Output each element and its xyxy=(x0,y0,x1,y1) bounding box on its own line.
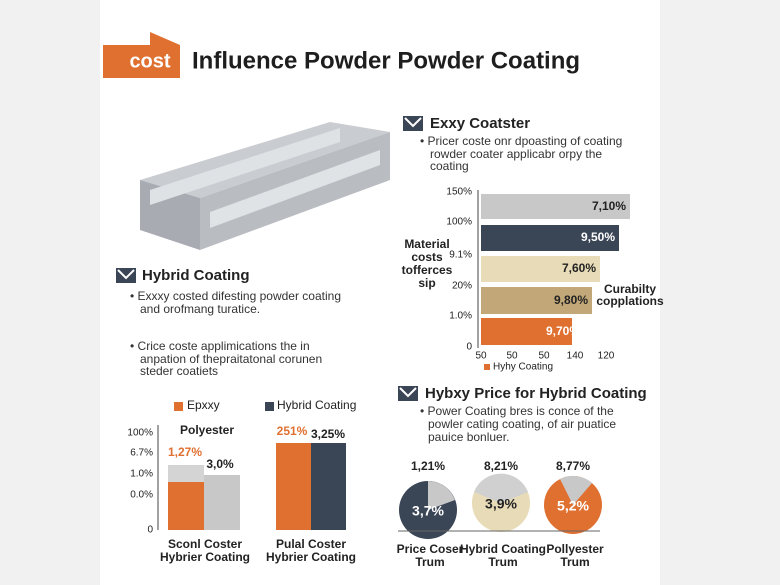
bullet: • Power Coating bres is conce of the xyxy=(420,404,614,418)
x-tick-label: 50 xyxy=(475,351,487,362)
tag: cost xyxy=(129,50,170,72)
category: Sconl Coster xyxy=(168,537,242,551)
bar xyxy=(168,465,204,482)
y-tick-label: 1.0% xyxy=(449,311,472,322)
y-tick-label: 0.0% xyxy=(130,490,153,501)
bar-label: 3,25% xyxy=(311,427,345,441)
bar-label: 251% xyxy=(277,424,308,438)
side-label: copplations xyxy=(596,294,664,308)
bar xyxy=(311,443,346,530)
text: anpation of thepraitatonal corunen xyxy=(140,352,322,366)
text: coating xyxy=(430,159,469,173)
bullet: • Pricer coste onr dpoasting of coating xyxy=(420,134,622,148)
y-tick-label: 100% xyxy=(446,217,472,228)
y-tick-label: 150% xyxy=(446,187,472,198)
group-title: Polyester xyxy=(180,423,234,437)
pie-top-label: 1,21% xyxy=(411,459,445,473)
bar xyxy=(481,287,592,314)
bar-label: 7,10% xyxy=(592,199,626,213)
bar-label: 9,80% xyxy=(554,293,588,307)
text: pauice bonluer. xyxy=(428,430,509,444)
heading: Hybxy Price for Hybrid Coating xyxy=(425,385,647,402)
category: Pulal Coster xyxy=(276,537,346,551)
category: Hybrier Coating xyxy=(160,550,250,564)
icon-mark xyxy=(404,117,422,128)
pie-center-label: 3,9% xyxy=(485,496,517,512)
legend-swatch xyxy=(265,402,274,411)
y-tick-label: 1.0% xyxy=(130,469,153,480)
legend-swatch xyxy=(484,364,490,370)
x-tick-label: 120 xyxy=(598,351,615,362)
pie-caption: Price Coser xyxy=(397,542,464,556)
y-tick-label: 20% xyxy=(452,281,472,292)
x-tick-label: 50 xyxy=(506,351,518,362)
bar xyxy=(276,443,311,530)
axis-label: Material xyxy=(404,237,449,251)
pie-center-label: 5,2% xyxy=(557,498,589,514)
pie-slice xyxy=(560,475,592,505)
pie-caption: Trum xyxy=(560,555,589,569)
y-tick-label: 100% xyxy=(127,428,153,439)
pie-caption: Pollyester xyxy=(546,542,604,556)
bar-label: 9,70% xyxy=(546,324,580,338)
icon-mark xyxy=(117,269,135,280)
pie-caption: Trum xyxy=(488,555,517,569)
legend-label: Epxxy xyxy=(187,398,220,412)
text: rowder coater applicabr orpy the xyxy=(430,147,602,161)
y-tick-label: 9.1% xyxy=(449,250,472,261)
heading: Hybrid Coating xyxy=(142,267,250,284)
bar xyxy=(481,256,600,282)
pie-top-label: 8,77% xyxy=(556,459,590,473)
axis-label: sip xyxy=(418,276,435,290)
legend-label: Hybrid Coating xyxy=(277,398,356,412)
pie-slice xyxy=(474,473,528,503)
bar-label: 1,27% xyxy=(168,445,202,459)
bar xyxy=(481,318,572,345)
y-tick-label: 0 xyxy=(466,342,472,353)
title: Influence Powder Powder Coating xyxy=(192,47,580,74)
bullet: • Exxxy costed difesting powder coating xyxy=(130,289,341,303)
axis-label: tofferces xyxy=(402,263,453,277)
bar-label: 7,60% xyxy=(562,261,596,275)
pie-center-label: 3,7% xyxy=(412,503,444,519)
pie-slice xyxy=(428,481,455,510)
y-tick-label: 6.7% xyxy=(130,448,153,459)
pie-caption: Hybrid Coating xyxy=(460,542,546,556)
x-tick-label: 50 xyxy=(538,351,550,362)
bar xyxy=(168,482,204,530)
bullet: • Crice coste applimications the in xyxy=(130,339,310,353)
text: Exxxy costed difesting powder coating xyxy=(138,289,341,303)
x-tick-label: 140 xyxy=(567,351,584,362)
side-label: Curabilty xyxy=(604,282,656,296)
legend-label: Hyhy Coating xyxy=(493,362,553,373)
text: Pricer coste onr dpoasting of coating xyxy=(428,134,623,148)
bar-label: 3,0% xyxy=(206,457,234,471)
text: steder coatiets xyxy=(140,364,218,378)
pie-top-label: 8,21% xyxy=(484,459,518,473)
heading: Exxy Coatster xyxy=(430,115,530,132)
legend-swatch xyxy=(174,402,183,411)
text: Crice coste applimications the in xyxy=(138,339,310,353)
bar xyxy=(204,475,240,530)
pie-caption: Trum xyxy=(415,555,444,569)
text: powler cating coating, of air puatice xyxy=(428,417,616,431)
tray-image xyxy=(140,122,390,250)
icon-mark xyxy=(399,387,417,398)
tag-shape xyxy=(103,32,180,78)
text: and orofmang turatice. xyxy=(140,302,260,316)
bar-label: 9,50% xyxy=(581,230,615,244)
y-tick-label: 0 xyxy=(147,525,153,536)
category: Hybrier Coating xyxy=(266,550,356,564)
bar xyxy=(481,194,630,219)
axis-label: costs xyxy=(411,250,443,264)
text: Power Coating bres is conce of the xyxy=(428,404,614,418)
bar xyxy=(481,225,619,251)
